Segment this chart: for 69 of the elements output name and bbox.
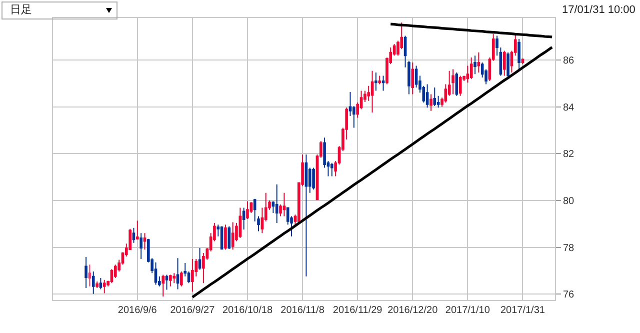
- candlestick: [370, 70, 374, 114]
- candlestick: [92, 270, 95, 294]
- text: 日足: [10, 3, 32, 16]
- candlestick: [312, 167, 315, 190]
- candlestick: [136, 220, 139, 240]
- candlestick: [378, 75, 381, 85]
- candlestick: [433, 87, 436, 106]
- candlestick: [224, 224, 227, 250]
- candlestick: [455, 72, 458, 96]
- candlestick: [275, 184, 278, 224]
- candlestick: [382, 75, 385, 92]
- candlestick: [132, 227, 136, 244]
- y-tick-label: 86: [563, 56, 575, 67]
- candlestick: [518, 38, 520, 70]
- y-tick-label: 84: [563, 102, 575, 114]
- candlestick: [411, 62, 414, 95]
- y-tick-label: 80: [563, 196, 575, 208]
- candlestick: [452, 68, 454, 95]
- candlestick: [330, 162, 334, 177]
- candlestick: [154, 262, 158, 286]
- candlestick: [84, 256, 88, 289]
- candlestick: [140, 232, 142, 260]
- candlestick: [242, 207, 246, 230]
- candlestick: [102, 279, 106, 294]
- x-tick-label: 2016/12/20: [388, 305, 438, 316]
- text: 17/01/31 10:00: [562, 4, 636, 16]
- candlestick: [99, 278, 102, 290]
- candlestick: [191, 258, 194, 292]
- y-tick-label: 82: [563, 149, 575, 160]
- x-tick-label: 2017/1/31: [500, 305, 546, 316]
- candlestick: [231, 222, 234, 250]
- y-tick-label: 76: [563, 290, 575, 301]
- x-tick-label: 2016/11/29: [332, 305, 383, 316]
- candlestick: [304, 154, 308, 277]
- candlestick: [474, 55, 476, 75]
- candlestick: [202, 252, 205, 284]
- candlestick: [246, 200, 249, 220]
- x-tick-label: 2016/11/8: [280, 305, 325, 316]
- candlestick: [110, 268, 114, 284]
- candlestick: [506, 52, 510, 78]
- candlestick: [470, 57, 473, 80]
- candlestick: [198, 248, 202, 270]
- candlestick: [143, 232, 146, 250]
- y-tick-label: 78: [563, 242, 575, 254]
- candlestick: [282, 192, 286, 217]
- line-series: [191, 46, 554, 298]
- candlestick: [88, 264, 92, 287]
- x-tick-label: 2016/9/27: [170, 305, 216, 316]
- candlestick: [169, 274, 172, 287]
- candlestick: [521, 58, 524, 65]
- candlestick: [502, 50, 506, 76]
- line-series: [389, 22, 554, 38]
- candlestick: [162, 274, 164, 297]
- x-tick-label: 2016/10/18: [222, 305, 273, 316]
- candlestick: [458, 75, 462, 96]
- candlestick: [228, 226, 231, 250]
- candlestick: [176, 258, 180, 290]
- candlestick: [165, 274, 168, 290]
- candlestick: [172, 272, 176, 284]
- candlestick: [430, 94, 432, 112]
- x-tick-label: 2016/9/6: [118, 305, 158, 316]
- candlestick: [238, 207, 242, 238]
- candlestick: [96, 281, 98, 289]
- candlestick: [414, 65, 418, 88]
- candlestick: [477, 52, 480, 74]
- candlestick: [180, 270, 183, 287]
- candlestick: [374, 72, 378, 92]
- candlestick: [426, 84, 429, 108]
- x-tick-label: 2017/1/10: [445, 305, 490, 316]
